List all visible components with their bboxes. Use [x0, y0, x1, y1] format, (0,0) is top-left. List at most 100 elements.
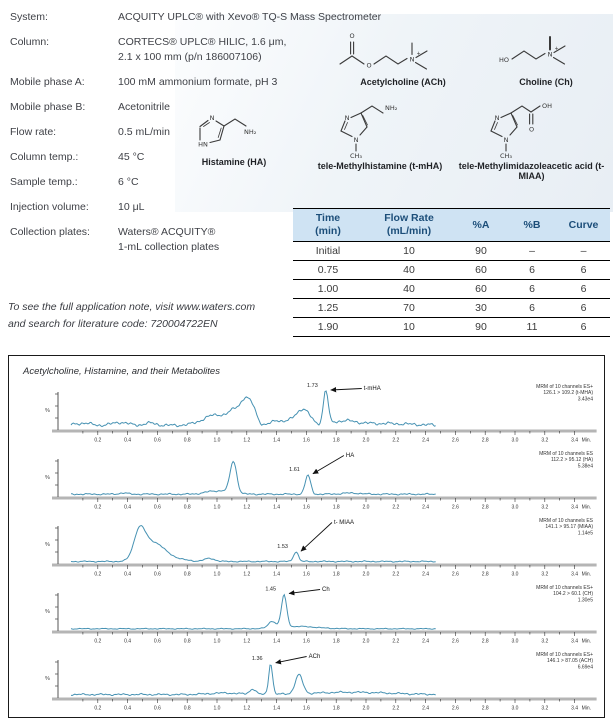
- svg-text:1.6: 1.6: [303, 505, 310, 511]
- method-label: Column temp.:: [10, 151, 79, 163]
- structure-caption: tele-Methylimidazoleacetic acid (t-MIAA): [458, 161, 605, 181]
- svg-text:2.4: 2.4: [422, 505, 429, 511]
- table-header-curve: Curve: [557, 207, 610, 243]
- method-label: Column:: [10, 36, 50, 48]
- svg-text:t- MIAA: t- MIAA: [334, 520, 354, 526]
- svg-text:2.4: 2.4: [422, 572, 429, 578]
- svg-text:1.73: 1.73: [307, 383, 318, 389]
- svg-text:2.8: 2.8: [482, 706, 489, 712]
- atom-label-plus: +: [555, 46, 559, 52]
- svg-text:2.0: 2.0: [363, 572, 370, 578]
- svg-text:2.6: 2.6: [452, 438, 459, 444]
- svg-text:3.2: 3.2: [541, 706, 548, 712]
- svg-text:1.6: 1.6: [303, 572, 310, 578]
- chromatogram-ha: % 0.2 0.4 0.6 0.8 1.0 1.2 1.4 1.6 1.8 2.0 2.2 2.4 2.6…: [45, 451, 597, 511]
- table-cell: 6: [507, 298, 557, 319]
- svg-text:1.61: 1.61: [289, 467, 300, 473]
- svg-text:0.6: 0.6: [154, 572, 161, 578]
- svg-text:3.0: 3.0: [512, 639, 519, 645]
- table-cell: 70: [363, 298, 455, 319]
- svg-text:Min.: Min.: [582, 572, 591, 578]
- svg-text:1.30e5: 1.30e5: [578, 597, 594, 603]
- table-header-percent-a: %A: [455, 207, 507, 243]
- svg-text:1.6: 1.6: [303, 706, 310, 712]
- table-row: 1.90 10 90 11 6: [293, 317, 610, 338]
- chromatogram-ch: % 0.2 0.4 0.6 0.8 1.0 1.2 1.4 1.6 1.8 2.0 2.2 2.4 2.6…: [45, 585, 597, 645]
- svg-text:1.0: 1.0: [214, 438, 221, 444]
- table-row: Initial 10 90 – –: [293, 241, 610, 262]
- svg-text:2.2: 2.2: [392, 572, 399, 578]
- svg-text:0.4: 0.4: [124, 706, 131, 712]
- svg-text:0.4: 0.4: [124, 572, 131, 578]
- svg-text:0.4: 0.4: [124, 639, 131, 645]
- svg-text:HA: HA: [346, 453, 354, 459]
- svg-text:ACh: ACh: [309, 654, 321, 660]
- t-miaa-structure-drawing: N N CH₃ O OH: [490, 102, 552, 160]
- chromatogram-t-miaa: % 0.2 0.4 0.6 0.8 1.0 1.2 1.4 1.6 1.8 2.0 2.2 2.4 2.6…: [45, 518, 597, 578]
- svg-text:3.0: 3.0: [512, 438, 519, 444]
- svg-text:2.4: 2.4: [422, 438, 429, 444]
- literature-note: To see the full application note, visit …: [8, 299, 308, 333]
- atom-label-oh: OH: [542, 102, 552, 110]
- structure-tele-methylhistamine: N N CH₃ NH₂ tele-Methylhistamine (t-mHA): [300, 96, 460, 171]
- table-cell: 6: [557, 317, 610, 338]
- atom-label-n: N: [345, 114, 350, 122]
- atom-label-n: N: [210, 114, 215, 122]
- svg-text:3.0: 3.0: [512, 505, 519, 511]
- svg-text:1.53: 1.53: [277, 544, 288, 550]
- structure-choline: HO N + Choline (Ch): [482, 28, 610, 87]
- structure-histamine: N HN NH₂ Histamine (HA): [188, 104, 280, 167]
- svg-text:2.2: 2.2: [392, 639, 399, 645]
- acetylcholine-structure-drawing: O O N +: [339, 32, 428, 70]
- svg-text:0.4: 0.4: [124, 505, 131, 511]
- svg-text:%: %: [45, 609, 50, 615]
- table-cell: 6: [557, 298, 610, 319]
- svg-text:0.4: 0.4: [124, 438, 131, 444]
- svg-text:112.2 > 95.12 (HA): 112.2 > 95.12 (HA): [551, 457, 593, 463]
- svg-text:%: %: [45, 542, 50, 548]
- method-label: Mobile phase A:: [10, 76, 85, 88]
- table-header-time: Time (min): [293, 207, 363, 243]
- svg-text:0.6: 0.6: [154, 505, 161, 511]
- svg-text:1.14e5: 1.14e5: [578, 530, 594, 536]
- table-cell: 90: [455, 317, 507, 338]
- svg-text:0.2: 0.2: [94, 572, 101, 578]
- svg-text:126.1 > 109.2 (t-MHA): 126.1 > 109.2 (t-MHA): [543, 390, 593, 396]
- structure-caption: tele-Methylhistamine (t-mHA): [317, 161, 443, 171]
- svg-text:141.1 > 95.17 (MIAA): 141.1 > 95.17 (MIAA): [545, 524, 593, 530]
- method-label: Injection volume:: [10, 201, 89, 213]
- svg-text:1.0: 1.0: [214, 572, 221, 578]
- svg-text:2.8: 2.8: [482, 505, 489, 511]
- atom-label-n: N: [495, 114, 500, 122]
- structure-caption: Histamine (HA): [201, 157, 267, 167]
- svg-text:2.8: 2.8: [482, 572, 489, 578]
- svg-text:1.2: 1.2: [243, 706, 250, 712]
- atom-label-nh2: NH₂: [244, 128, 257, 136]
- svg-text:0.8: 0.8: [184, 706, 191, 712]
- table-cell: 30: [455, 298, 507, 319]
- structure-acetylcholine: O O N + Acetylcholine (ACh): [328, 24, 478, 87]
- svg-text:2.2: 2.2: [392, 505, 399, 511]
- svg-text:0.2: 0.2: [94, 505, 101, 511]
- svg-text:5.38e4: 5.38e4: [578, 463, 594, 469]
- svg-text:2.4: 2.4: [422, 706, 429, 712]
- atom-label-plus: +: [417, 51, 421, 57]
- table-cell: 40: [363, 279, 455, 300]
- svg-text:1.36: 1.36: [252, 656, 263, 662]
- svg-text:MRM of 10 channels ES: MRM of 10 channels ES: [539, 451, 594, 457]
- method-label: System:: [10, 11, 48, 23]
- table-cell: 6: [557, 279, 610, 300]
- svg-text:2.0: 2.0: [363, 505, 370, 511]
- method-value: Acetonitrile: [118, 101, 170, 113]
- atom-label-n: N: [548, 51, 553, 59]
- svg-text:1.45: 1.45: [265, 586, 276, 592]
- svg-text:2.6: 2.6: [452, 706, 459, 712]
- svg-text:%: %: [45, 676, 50, 682]
- table-header-percent-b: %B: [507, 207, 557, 243]
- svg-text:Min.: Min.: [582, 706, 591, 712]
- atom-label-n: N: [410, 56, 415, 64]
- svg-text:3.2: 3.2: [541, 639, 548, 645]
- svg-text:1.0: 1.0: [214, 639, 221, 645]
- atom-label-ho: HO: [499, 56, 509, 64]
- table-cell: 6: [507, 279, 557, 300]
